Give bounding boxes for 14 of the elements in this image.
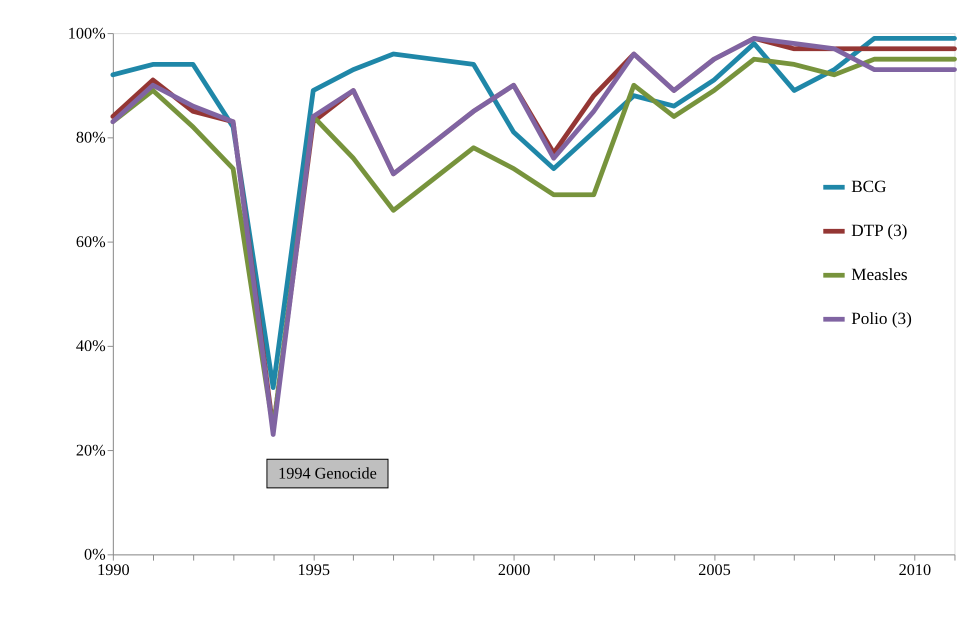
y-tick-label: 100% <box>68 24 106 42</box>
legend-label: BCG <box>851 177 887 196</box>
x-tick-label: 2000 <box>498 560 530 579</box>
y-tick-label: 80% <box>76 128 106 147</box>
legend-label: DTP (3) <box>851 221 908 240</box>
annotation: 1994 Genocide <box>278 464 377 482</box>
legend-label: Measles <box>851 265 908 284</box>
x-tick-label: 1995 <box>297 560 330 579</box>
y-tick-label: 20% <box>76 441 106 460</box>
y-tick-label: 60% <box>76 232 106 251</box>
x-tick-label: 2005 <box>698 560 731 579</box>
legend-label: Polio (3) <box>851 309 912 328</box>
y-tick-label: 40% <box>76 337 106 356</box>
x-tick-label: 2010 <box>898 560 932 579</box>
